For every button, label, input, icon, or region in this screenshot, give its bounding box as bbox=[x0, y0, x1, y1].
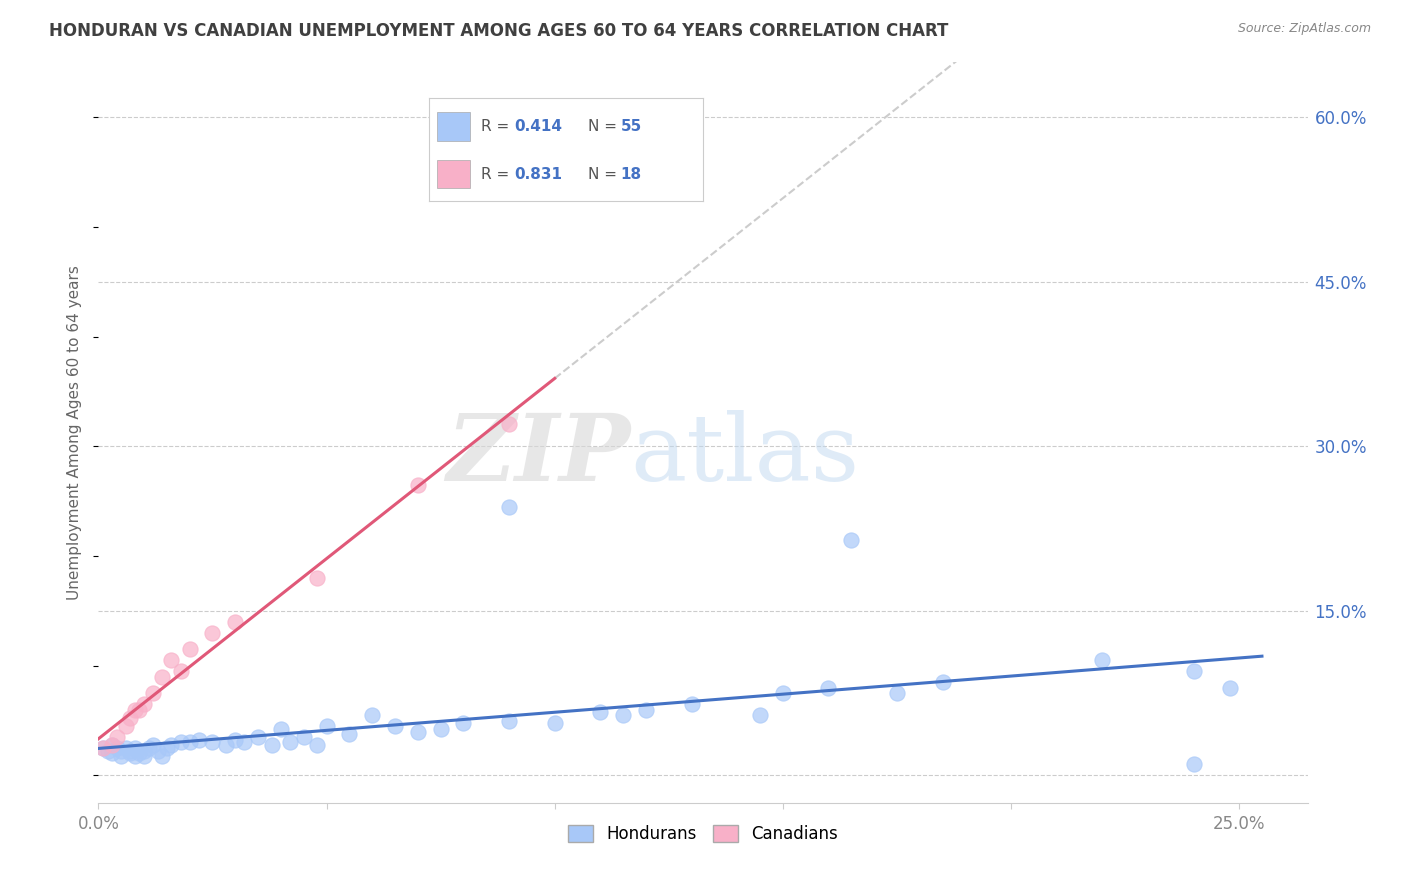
Point bbox=[201, 735, 224, 749]
Point bbox=[361, 708, 384, 723]
Point bbox=[146, 744, 169, 758]
Point bbox=[1182, 757, 1205, 772]
Point bbox=[120, 747, 142, 761]
Point bbox=[169, 664, 191, 678]
Point bbox=[187, 733, 209, 747]
Point bbox=[772, 686, 794, 700]
Point bbox=[612, 708, 634, 723]
Text: R =: R = bbox=[481, 167, 515, 182]
Text: N =: N = bbox=[588, 167, 621, 182]
Point bbox=[337, 727, 360, 741]
Point bbox=[91, 741, 114, 756]
Point bbox=[278, 735, 301, 749]
Point bbox=[124, 702, 146, 716]
Point bbox=[96, 744, 118, 758]
Point bbox=[931, 675, 953, 690]
Text: 18: 18 bbox=[621, 167, 643, 182]
Point bbox=[1091, 653, 1114, 667]
Point bbox=[384, 719, 406, 733]
Text: 0.831: 0.831 bbox=[513, 167, 562, 182]
Point bbox=[110, 744, 132, 758]
Text: ZIP: ZIP bbox=[446, 409, 630, 500]
Point bbox=[307, 571, 329, 585]
Point bbox=[453, 715, 475, 730]
Text: Source: ZipAtlas.com: Source: ZipAtlas.com bbox=[1237, 22, 1371, 36]
Point bbox=[498, 417, 520, 432]
Point bbox=[233, 735, 256, 749]
Point bbox=[498, 714, 520, 728]
Point bbox=[429, 723, 451, 737]
Point bbox=[307, 738, 329, 752]
Text: N =: N = bbox=[588, 120, 621, 135]
Point bbox=[132, 748, 155, 763]
Point bbox=[138, 741, 160, 756]
Point bbox=[201, 625, 224, 640]
Point bbox=[292, 730, 315, 744]
Point bbox=[1182, 664, 1205, 678]
Text: HONDURAN VS CANADIAN UNEMPLOYMENT AMONG AGES 60 TO 64 YEARS CORRELATION CHART: HONDURAN VS CANADIAN UNEMPLOYMENT AMONG … bbox=[49, 22, 949, 40]
Point bbox=[120, 744, 142, 758]
Point bbox=[124, 741, 146, 756]
Point bbox=[224, 733, 246, 747]
Point bbox=[91, 741, 114, 756]
Point bbox=[1219, 681, 1241, 695]
Point bbox=[150, 748, 173, 763]
Point bbox=[215, 738, 238, 752]
Point bbox=[749, 708, 772, 723]
Point bbox=[105, 730, 128, 744]
Point bbox=[247, 730, 270, 744]
Text: 0.414: 0.414 bbox=[513, 120, 562, 135]
Point bbox=[132, 744, 155, 758]
Point bbox=[498, 500, 520, 514]
Point bbox=[114, 719, 136, 733]
Point bbox=[101, 738, 124, 752]
Legend: Hondurans, Canadians: Hondurans, Canadians bbox=[561, 819, 845, 850]
Point bbox=[128, 702, 150, 716]
Point bbox=[315, 719, 337, 733]
Point bbox=[110, 748, 132, 763]
Point bbox=[114, 741, 136, 756]
FancyBboxPatch shape bbox=[437, 160, 470, 188]
Point bbox=[160, 653, 183, 667]
Point bbox=[105, 741, 128, 756]
Point bbox=[817, 681, 839, 695]
Point bbox=[544, 715, 567, 730]
Text: 55: 55 bbox=[621, 120, 643, 135]
Point bbox=[406, 477, 429, 491]
Point bbox=[260, 738, 283, 752]
Point bbox=[224, 615, 246, 629]
Point bbox=[160, 738, 183, 752]
Point bbox=[101, 747, 124, 761]
Y-axis label: Unemployment Among Ages 60 to 64 years: Unemployment Among Ages 60 to 64 years bbox=[67, 265, 83, 600]
Point bbox=[886, 686, 908, 700]
Point bbox=[681, 697, 703, 711]
Point bbox=[156, 741, 179, 756]
Point bbox=[634, 702, 657, 716]
Point bbox=[120, 711, 142, 725]
Text: atlas: atlas bbox=[630, 409, 859, 500]
Point bbox=[179, 735, 201, 749]
Point bbox=[101, 738, 124, 752]
FancyBboxPatch shape bbox=[437, 112, 470, 141]
Point bbox=[128, 747, 150, 761]
Point bbox=[270, 723, 292, 737]
Point bbox=[132, 697, 155, 711]
Point bbox=[142, 738, 165, 752]
Point bbox=[169, 735, 191, 749]
Point bbox=[589, 705, 612, 719]
Text: R =: R = bbox=[481, 120, 515, 135]
Point bbox=[150, 670, 173, 684]
Point bbox=[406, 724, 429, 739]
Point bbox=[124, 748, 146, 763]
Point bbox=[839, 533, 862, 547]
Point bbox=[142, 686, 165, 700]
Point bbox=[179, 642, 201, 657]
